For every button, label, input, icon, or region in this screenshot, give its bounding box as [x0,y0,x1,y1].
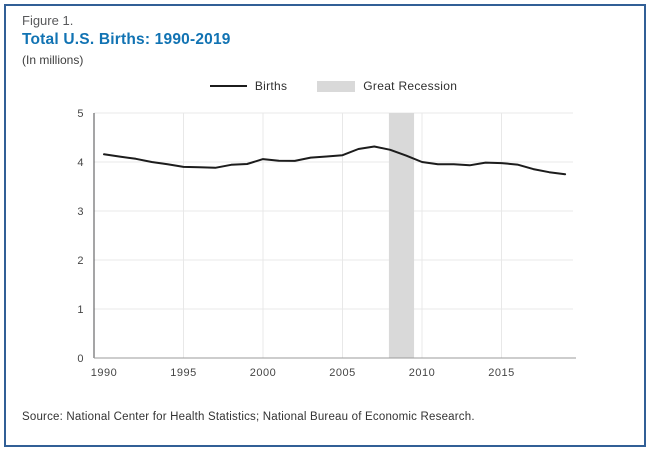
legend-label-births: Births [254,79,288,93]
y-tick-label: 1 [77,304,84,316]
x-tick-label: 2015 [488,367,514,379]
source-note: Source: National Center for Health Stati… [22,411,475,423]
y-tick-label: 4 [77,157,84,169]
chart-legend: Births Great Recession [94,79,573,93]
x-tick-label: 1990 [91,367,117,379]
legend-item-births: Births [209,79,288,93]
axis-tick-labels: 0 1 2 3 4 5 1990 1995 2000 2005 2010 2015 [77,108,514,379]
y-tick-label: 2 [77,255,84,267]
births-polyline [103,145,567,176]
figure-heading: Figure 1. Total U.S. Births: 1990-2019 (… [22,13,231,67]
births-data-line [103,145,567,176]
chart-gridlines [94,112,573,358]
chart-axes [93,113,576,359]
figure-subtitle: (In millions) [22,53,84,67]
births-line-swatch [209,85,247,87]
x-tick-label: 1995 [170,367,196,379]
legend-item-recession: Great Recession [317,79,457,93]
x-tick-label: 2005 [329,367,355,379]
legend-label-recession: Great Recession [363,79,458,93]
y-tick-label: 0 [77,353,84,365]
y-tick-label: 5 [77,108,84,120]
x-tick-label: 2000 [250,367,276,379]
figure-title: Total U.S. Births: 1990-2019 [22,31,231,48]
figure-label: Figure 1. [22,13,74,28]
y-tick-label: 3 [77,206,84,218]
recession-band-swatch [317,80,356,92]
x-tick-label: 2010 [409,367,435,379]
figure-border-box [4,4,646,447]
